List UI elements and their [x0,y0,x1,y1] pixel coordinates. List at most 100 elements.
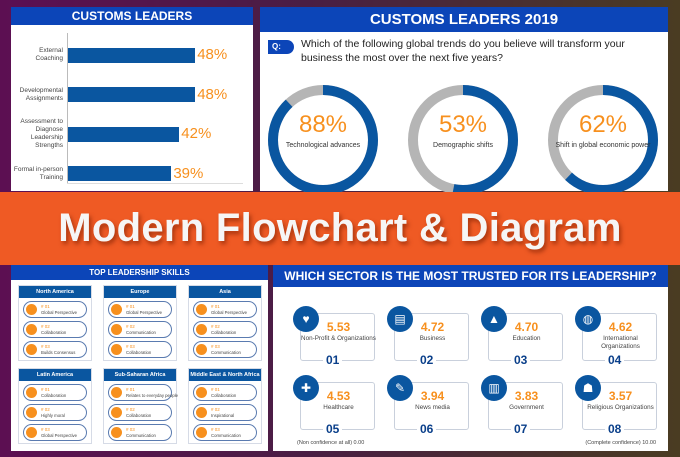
skill-rank: # 02 [41,407,50,412]
sector-label: Business [419,335,446,342]
skill-icon [26,324,37,335]
trusted-sector-panel: WHICH SECTOR IS THE MOST TRUSTED FOR ITS… [273,265,668,451]
skill-icon [26,344,37,355]
sector-label: Healthcare [323,404,354,411]
skill-name: Builds Consensus [41,350,76,355]
skill-item: # 03 Builds Consensus [23,341,87,358]
newspaper-icon: ✎ [387,375,413,401]
skill-icon [196,304,207,315]
y-axis [67,33,68,183]
health-icon: ✚ [293,375,319,401]
skill-item: # 02 Communication [108,321,172,338]
sector-number: 01 [323,353,343,367]
sector-value: 3.83 [514,389,539,403]
skill-item: # 02 Highly moral [23,404,87,421]
skill-item: # 03 Communication [193,424,257,441]
skill-name: Global Perspective [211,310,248,315]
sector-value: 3.57 [608,389,633,403]
skill-name: Relates to everyday people [126,393,179,398]
skill-item: # 01 Collaboration [193,384,257,401]
bar-chart: External Coaching 48% Developmental Assign… [11,25,253,191]
skill-item: # 01 Collaboration [23,384,87,401]
sector-card: ✎ 3.94 News media 06 [387,375,469,436]
skill-item: # 03 Communication [193,341,257,358]
skill-rank: # 01 [211,304,220,309]
region-card: Middle East & North Africa # 01 Collaborat… [188,368,262,444]
customs-leaders-panel: CUSTOMS LEADERS External Coaching 48% Deve… [11,7,253,191]
bar-label: Assessment to Diagnose Leadership Streng… [20,118,63,149]
skill-item: # 02 Inspirational [193,404,257,421]
skill-name: Global Perspective [41,433,78,438]
skill-item: # 03 Communication [108,424,172,441]
donut-arc [548,85,658,195]
skill-name: Collaboration [41,393,67,398]
skill-item: # 01 Global Perspective [193,301,257,318]
panel-title: CUSTOMS LEADERS 2019 [260,7,668,32]
question-text: Which of the following global trends do … [301,38,625,64]
skill-item: # 03 Collaboration [108,341,172,358]
skill-icon [111,344,122,355]
sector-label: International Organizations [601,335,640,350]
donut-value: 88% [298,111,348,138]
government-building-icon: ▥ [481,375,507,401]
region-card: Asia # 01 Global Perspective # 02 Collaborat… [188,285,262,361]
region-card: North America # 01 Global Perspective # 02 C… [18,285,92,361]
region-card: Latin America # 01 Collaboration # 02 Highly… [18,368,92,444]
skill-rank: # 03 [211,344,220,349]
skill-rank: # 03 [41,344,50,349]
region-name: Middle East & North Africa [189,369,261,381]
sector-label: Government [509,404,544,411]
sector-number: 02 [417,353,437,367]
region-name: Latin America [19,369,91,381]
x-axis [67,183,243,184]
bar-label: Developmental Assignments [19,86,63,102]
skill-name: Communication [126,433,156,438]
skill-rank: # 03 [41,427,50,432]
sector-number: 08 [605,422,625,436]
panel-title: WHICH SECTOR IS THE MOST TRUSTED FOR ITS… [273,265,668,287]
skill-rank: # 01 [211,387,220,392]
skill-item: # 03 Global Perspective [23,424,87,441]
praying-hands-icon: ☗ [575,375,601,401]
sector-number: 04 [605,353,625,367]
donut: 53% Demographic shifts [407,84,519,196]
skill-icon [196,427,207,438]
banner-title: Modern Flowchart & Diagram Design [0,192,680,323]
sector-number: 06 [417,422,437,436]
globe-icon: ◍ [575,306,601,332]
skill-rank: # 02 [126,407,135,412]
skill-name: Collaboration [126,413,152,418]
sector-card: ▲ 4.70 Education 03 [481,306,563,367]
skill-icon [111,407,122,418]
skill-item: # 01 Relates to everyday people [108,384,178,401]
sector-card: ✚ 4.53 Healthcare 05 [293,375,375,436]
skill-icon [111,324,122,335]
skill-icon [196,344,207,355]
graduation-cap-icon: ▲ [481,306,507,332]
skill-name: Collaboration [126,350,152,355]
skill-icon [26,304,37,315]
skill-name: Collaboration [41,330,67,335]
sector-value: 4.53 [326,389,351,403]
skill-rank: # 02 [41,324,50,329]
sector-card: ▥ 3.83 Government 07 [481,375,563,436]
region-name: North America [19,286,91,298]
sector-card: ▤ 4.72 Business 02 [387,306,469,367]
skill-item: # 02 Collaboration [193,321,257,338]
region-card: Europe # 01 Global Perspective # 02 Communic… [103,285,177,361]
skill-rank: # 02 [211,407,220,412]
panel-title: TOP LEADERSHIP SKILLS [11,265,268,280]
sector-number: 05 [323,422,343,436]
heart-hands-icon: ♥ [293,306,319,332]
leadership-skills-panel: TOP LEADERSHIP SKILLS North America # 01 G… [11,265,268,451]
donut-label: Shift in global economic power [555,142,651,149]
sector-label: Education [512,335,541,342]
skill-icon [111,387,122,398]
sector-card: ♥ 5.53 Non-Profit & Organizations 01 [293,306,376,367]
sector-label: Non-Profit & Organizations [301,335,376,342]
skill-icon [196,387,207,398]
donut: 62% Shift in global economic power [547,84,659,196]
skill-rank: # 03 [126,427,135,432]
sector-card: ☗ 3.57 Religious Organizations 08 [575,375,657,436]
briefcase-icon: ▤ [387,306,413,332]
